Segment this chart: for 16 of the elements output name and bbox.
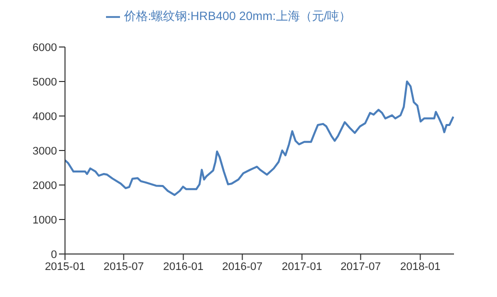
- x-tick-label: 2017-01: [282, 260, 322, 273]
- y-tick-label: 4000: [32, 110, 57, 123]
- y-tick-label: 6000: [32, 42, 57, 54]
- x-tick-label: 2016-01: [163, 260, 204, 273]
- x-tick-label: 2015-01: [44, 260, 86, 273]
- x-tick-label: 2017-07: [340, 260, 381, 273]
- y-tick-label: 1000: [32, 214, 57, 226]
- y-tick-label: 0: [50, 248, 57, 261]
- x-tick-label: 2015-07: [103, 260, 144, 273]
- y-tick-label: 5000: [32, 76, 57, 88]
- line-series: [65, 80, 454, 196]
- x-tick-label: 2016-07: [222, 260, 263, 273]
- legend-label: 价格:螺纹钢:HRB400 20mm:上海（元/吨）: [124, 9, 352, 23]
- x-tick-label: 2018-01: [400, 260, 440, 273]
- y-tick-label: 2000: [32, 180, 57, 192]
- y-tick-label: 3000: [32, 145, 57, 158]
